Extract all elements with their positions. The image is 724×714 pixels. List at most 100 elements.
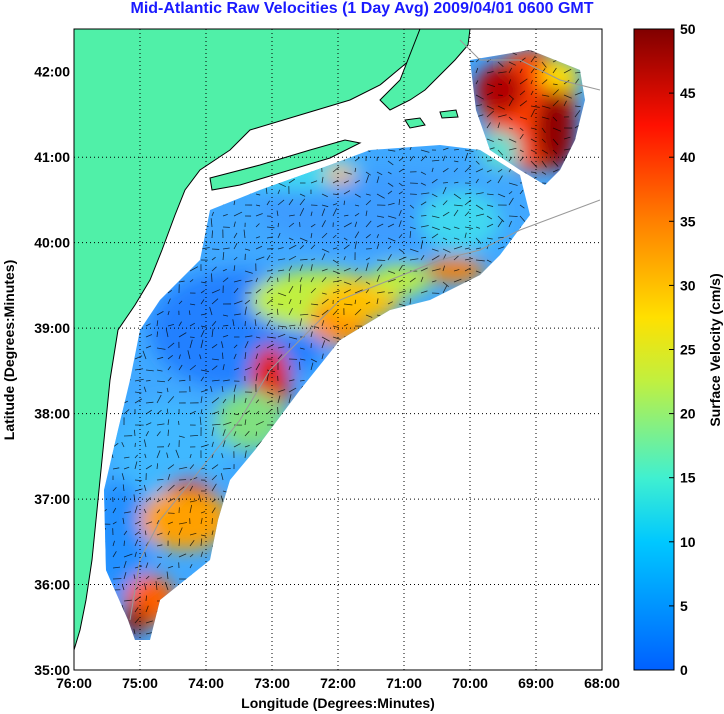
velocity-vector <box>167 553 172 558</box>
velocity-vector <box>497 61 504 67</box>
velocity-vector <box>255 344 261 349</box>
x-tick-label: 69:00 <box>518 675 554 691</box>
velocity-vector <box>178 522 188 525</box>
velocity-vector <box>508 147 517 151</box>
velocity-vector <box>508 156 513 162</box>
velocity-vector <box>211 256 216 261</box>
velocity-vector <box>134 429 136 437</box>
velocity-vector <box>354 231 360 239</box>
velocity-vector <box>233 287 239 294</box>
velocity-vector <box>321 340 326 349</box>
velocity-vector <box>530 127 536 130</box>
velocity-vector <box>200 538 203 547</box>
velocity-vector <box>156 320 159 327</box>
velocity-vector <box>420 182 426 186</box>
velocity-vector <box>266 400 273 404</box>
velocity-vector <box>288 365 291 371</box>
velocity-vector <box>123 456 130 459</box>
velocity-vector <box>387 160 394 166</box>
velocity-vector <box>387 171 392 175</box>
velocity-vector <box>475 237 482 244</box>
velocity-vector <box>486 138 494 143</box>
velocity-vector <box>552 160 559 167</box>
velocity-vector <box>486 215 493 220</box>
velocity-vector <box>211 289 221 294</box>
velocity-vector <box>475 178 479 184</box>
velocity-vector <box>222 352 224 360</box>
velocity-vector <box>156 356 164 360</box>
velocity-vector <box>310 358 318 363</box>
velocity-vector <box>244 306 247 316</box>
colorbar-tick-label: 10 <box>680 534 696 550</box>
velocity-vector <box>211 365 218 371</box>
velocity-vector <box>167 565 174 569</box>
velocity-vector <box>332 193 339 196</box>
velocity-vector <box>178 364 183 371</box>
velocity-vector <box>156 431 161 437</box>
velocity-vector <box>187 350 191 360</box>
velocity-vector <box>508 220 512 228</box>
velocity-vector <box>453 181 459 184</box>
velocity-vector <box>144 552 147 558</box>
velocity-vector <box>486 105 495 110</box>
velocity-vector <box>508 182 518 186</box>
velocity-vector <box>233 344 238 349</box>
velocity-vector <box>276 308 279 316</box>
velocity-vector <box>167 419 170 426</box>
velocity-vector <box>398 256 407 261</box>
velocity-vector <box>475 226 481 229</box>
velocity-vector <box>211 230 213 239</box>
velocity-vector <box>530 68 535 74</box>
velocity-vector <box>123 560 127 569</box>
velocity-vector <box>365 281 371 285</box>
velocity-vector <box>211 397 220 404</box>
velocity-vector <box>497 71 507 74</box>
velocity-vector <box>220 473 224 481</box>
y-tick-label: 40:00 <box>34 235 70 251</box>
velocity-vector <box>200 409 203 415</box>
colorbar-tick-label: 0 <box>680 662 688 678</box>
velocity-vector <box>222 440 226 448</box>
velocity-vector <box>376 274 380 283</box>
velocity-vector <box>288 336 298 340</box>
velocity-vector <box>497 122 501 129</box>
velocity-vector <box>343 244 350 250</box>
velocity-vector <box>376 234 379 239</box>
velocity-vector <box>156 423 165 426</box>
velocity-vector <box>167 484 175 492</box>
velocity-vector <box>310 258 316 261</box>
velocity-vector <box>123 553 133 558</box>
velocity-vector <box>266 276 272 283</box>
velocity-vector <box>167 473 171 481</box>
velocity-vector <box>409 155 414 162</box>
colorbar-tick-label: 20 <box>680 406 696 422</box>
velocity-vector <box>277 389 286 393</box>
velocity-vector <box>442 211 450 217</box>
velocity-vector <box>134 391 142 394</box>
velocity-vector <box>233 265 236 272</box>
velocity-vector <box>133 574 136 580</box>
velocity-vector <box>387 182 394 187</box>
velocity-vector <box>200 467 206 470</box>
velocity-vector <box>387 279 396 283</box>
velocity-vector <box>475 270 481 274</box>
velocity-vector <box>321 253 326 261</box>
velocity-vector <box>431 215 440 219</box>
velocity-vector <box>475 160 480 165</box>
velocity-vector <box>255 193 261 196</box>
velocity-vector <box>221 386 224 393</box>
velocity-vector <box>210 218 213 228</box>
velocity-vector <box>123 409 130 415</box>
velocity-vector <box>475 168 484 173</box>
velocity-vector <box>134 488 143 492</box>
velocity-vector <box>145 575 150 580</box>
velocity-vector <box>552 100 559 107</box>
velocity-vector <box>530 171 537 174</box>
y-axis-label: Latitude (Degrees:Minutes) <box>1 260 17 440</box>
velocity-vector <box>134 368 144 371</box>
velocity-vector <box>321 292 327 295</box>
velocity-vector <box>343 267 351 272</box>
x-tick-label: 68:00 <box>584 675 620 691</box>
velocity-vector <box>365 200 372 206</box>
velocity-vector <box>354 289 363 294</box>
